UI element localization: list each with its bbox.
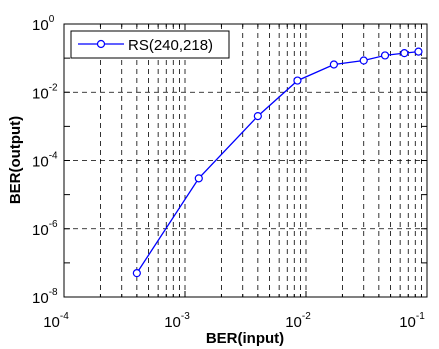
x-axis-label: BER(input) (206, 330, 284, 347)
data-point (132, 269, 141, 278)
y-tick-label: 10-4 (32, 151, 58, 171)
plot-frame (63, 23, 428, 298)
y-tick-label: 10-2 (32, 82, 58, 102)
y-axis-label: BER(output) (7, 116, 24, 204)
data-point (329, 60, 338, 69)
legend: RS(240,218) (70, 30, 230, 59)
data-point (359, 56, 368, 65)
x-tick-labels: 10-4 10-3 10-2 10-1 (43, 311, 425, 331)
grid (64, 24, 427, 297)
legend-marker-sample (96, 39, 106, 49)
y-tick-label: 10-6 (32, 219, 58, 239)
data-point (293, 76, 302, 85)
x-tick-label: 10-2 (285, 311, 311, 331)
y-tick-label: 100 (32, 14, 55, 34)
legend-label: RS(240,218) (128, 37, 213, 54)
data-point (253, 112, 262, 121)
x-tick-label: 10-3 (164, 311, 190, 331)
y-tick-label: 10-8 (32, 287, 58, 307)
data-point (400, 49, 409, 58)
data-point (414, 47, 423, 56)
y-tick-labels: 10-8 10-6 10-4 10-2 100 (32, 14, 58, 307)
series-layer (132, 47, 423, 278)
data-point (194, 174, 203, 183)
x-tick-label: 10-1 (399, 311, 425, 331)
data-point (380, 51, 390, 60)
x-tick-label: 10-4 (43, 311, 69, 331)
